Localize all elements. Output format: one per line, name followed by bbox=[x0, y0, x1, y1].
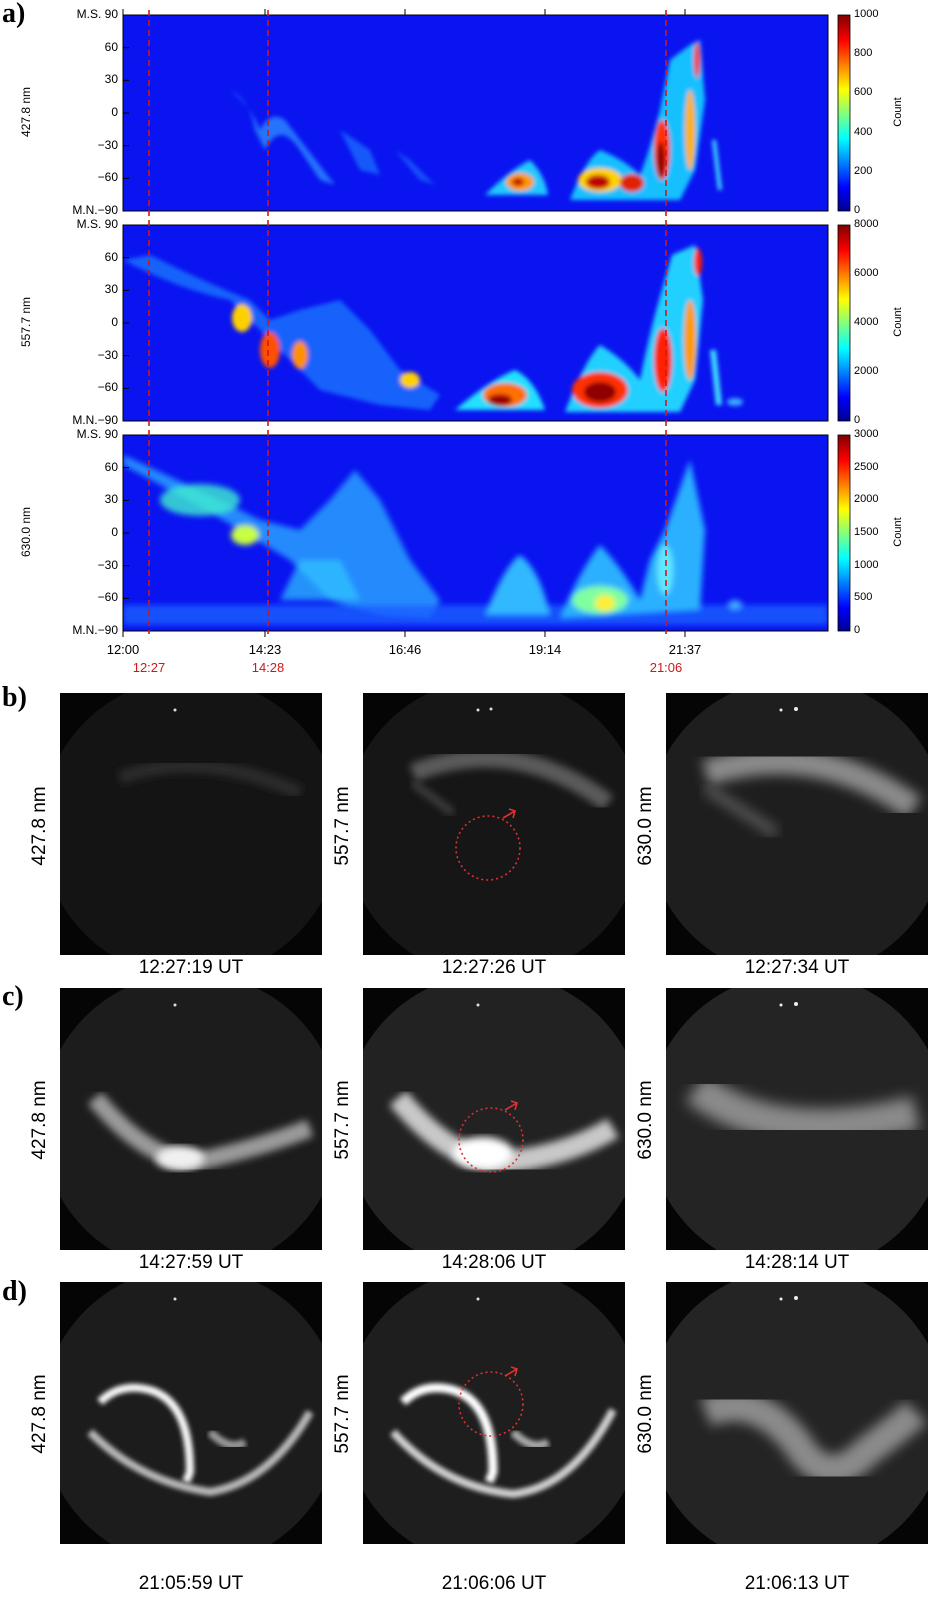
allsky-image-d-557 bbox=[363, 1282, 625, 1544]
colorbar-tick-label: 500 bbox=[854, 591, 873, 604]
keogram-wavelength-label: 557.7 nm bbox=[19, 296, 33, 348]
y-tick-label: 30 bbox=[104, 492, 118, 507]
colorbar-tick-label: 600 bbox=[854, 86, 873, 99]
allsky-wavelength-label: 557.7 nm bbox=[332, 786, 353, 866]
colorbar-427 bbox=[837, 14, 851, 212]
allsky-image-c-427 bbox=[60, 988, 322, 1250]
colorbar-tick-label: 1500 bbox=[854, 526, 879, 538]
keogram-427-plot bbox=[123, 15, 828, 211]
x-tick-label: 14:23 bbox=[248, 642, 282, 657]
allsky-time-caption: 14:27:59 UT bbox=[138, 1252, 244, 1273]
colorbar-label: Count bbox=[892, 97, 904, 127]
colorbar-tick-label: 2000 bbox=[854, 365, 879, 377]
allsky-time-caption: 21:05:59 UT bbox=[138, 1573, 244, 1594]
colorbar-tick-label: 2000 bbox=[854, 493, 879, 506]
y-tick-label: −60 bbox=[97, 380, 118, 395]
allsky-image-b-427 bbox=[60, 693, 322, 955]
colorbar-630 bbox=[837, 434, 851, 632]
y-tick-label: −30 bbox=[97, 137, 118, 152]
colorbar-tick-label: 1000 bbox=[854, 558, 879, 571]
y-tick-label: −60 bbox=[97, 590, 118, 605]
allsky-image-d-630 bbox=[666, 1282, 928, 1544]
y-tick-label: 60 bbox=[104, 39, 118, 54]
colorbar-tick-label: 0 bbox=[854, 414, 861, 426]
colorbar-tick-label: 800 bbox=[854, 47, 873, 60]
allsky-wavelength-label: 630.0 nm bbox=[635, 786, 656, 866]
y-tick-label: −30 bbox=[97, 557, 118, 572]
keogram-630-plot bbox=[123, 435, 828, 631]
keogram-557-plot bbox=[123, 225, 828, 421]
colorbar-label: Count bbox=[892, 517, 904, 547]
keogram-figure bbox=[122, 9, 851, 637]
y-tick-label: M.S. 90 bbox=[76, 217, 118, 231]
event-time-label: 14:28 bbox=[251, 660, 285, 675]
allsky-time-caption: 14:28:14 UT bbox=[744, 1252, 850, 1273]
allsky-time-caption: 21:06:06 UT bbox=[441, 1573, 547, 1594]
allsky-wavelength-label: 427.8 nm bbox=[29, 1374, 50, 1454]
x-tick-label: 21:37 bbox=[668, 642, 702, 657]
allsky-time-caption: 12:27:26 UT bbox=[441, 957, 547, 978]
y-tick-label: 60 bbox=[104, 249, 118, 264]
colorbar-tick-label: 6000 bbox=[854, 267, 879, 279]
panel-label-b: b) bbox=[2, 682, 27, 713]
y-tick-label: 0 bbox=[111, 315, 118, 329]
y-tick-label: −30 bbox=[97, 347, 118, 362]
event-time-label: 21:06 bbox=[649, 660, 683, 675]
y-tick-label: M.N.−90 bbox=[72, 623, 118, 637]
keogram-wavelength-label: 630.0 nm bbox=[19, 506, 33, 558]
colorbar-tick-label: 400 bbox=[854, 125, 873, 138]
allsky-image-c-557 bbox=[363, 988, 625, 1250]
allsky-time-caption: 12:27:34 UT bbox=[744, 957, 850, 978]
event-time-label: 12:27 bbox=[132, 660, 166, 675]
y-tick-label: M.S. 90 bbox=[76, 427, 118, 441]
y-tick-label: −60 bbox=[97, 170, 118, 185]
event-lines bbox=[148, 10, 667, 634]
y-tick-label: 0 bbox=[111, 105, 118, 119]
colorbar-tick-label: 8000 bbox=[854, 218, 879, 230]
y-tick-label: M.N.−90 bbox=[72, 203, 118, 217]
colorbar-557 bbox=[837, 224, 851, 422]
allsky-time-caption: 14:28:06 UT bbox=[441, 1252, 547, 1273]
y-tick-label: 30 bbox=[104, 282, 118, 297]
colorbar-tick-label: 200 bbox=[854, 164, 873, 177]
allsky-wavelength-label: 427.8 nm bbox=[29, 1080, 50, 1160]
allsky-image-d-427 bbox=[60, 1282, 322, 1544]
panel-label-c: c) bbox=[2, 981, 24, 1012]
keogram-wavelength-label: 427.8 nm bbox=[19, 86, 33, 138]
colorbar-tick-label: 0 bbox=[854, 204, 861, 216]
allsky-image-b-630 bbox=[666, 693, 928, 955]
y-tick-label: M.N.−90 bbox=[72, 413, 118, 427]
x-tick-label: 12:00 bbox=[106, 642, 140, 657]
colorbar-tick-label: 0 bbox=[854, 624, 861, 636]
allsky-image-b-557 bbox=[363, 693, 625, 955]
colorbar-label: Count bbox=[892, 307, 904, 337]
panel-label-d: d) bbox=[2, 1276, 27, 1307]
colorbar-tick-label: 3000 bbox=[854, 428, 879, 440]
allsky-wavelength-label: 557.7 nm bbox=[332, 1374, 353, 1454]
x-tick-label: 19:14 bbox=[528, 642, 562, 657]
y-tick-label: 30 bbox=[104, 72, 118, 87]
allsky-wavelength-label: 427.8 nm bbox=[29, 786, 50, 866]
colorbar-tick-label: 1000 bbox=[854, 8, 879, 20]
allsky-wavelength-label: 630.0 nm bbox=[635, 1080, 656, 1160]
y-tick-label: 0 bbox=[111, 525, 118, 539]
y-tick-label: 60 bbox=[104, 459, 118, 474]
colorbar-tick-label: 2500 bbox=[854, 460, 879, 473]
allsky-time-caption: 21:06:13 UT bbox=[744, 1573, 850, 1594]
allsky-wavelength-label: 557.7 nm bbox=[332, 1080, 353, 1160]
allsky-image-c-630 bbox=[666, 988, 928, 1250]
colorbar-tick-label: 4000 bbox=[854, 316, 879, 328]
allsky-time-caption: 12:27:19 UT bbox=[138, 957, 244, 978]
panel-label-a: a) bbox=[2, 0, 26, 29]
y-tick-label: M.S. 90 bbox=[76, 7, 118, 21]
allsky-wavelength-label: 630.0 nm bbox=[635, 1374, 656, 1454]
x-tick-label: 16:46 bbox=[388, 642, 422, 657]
